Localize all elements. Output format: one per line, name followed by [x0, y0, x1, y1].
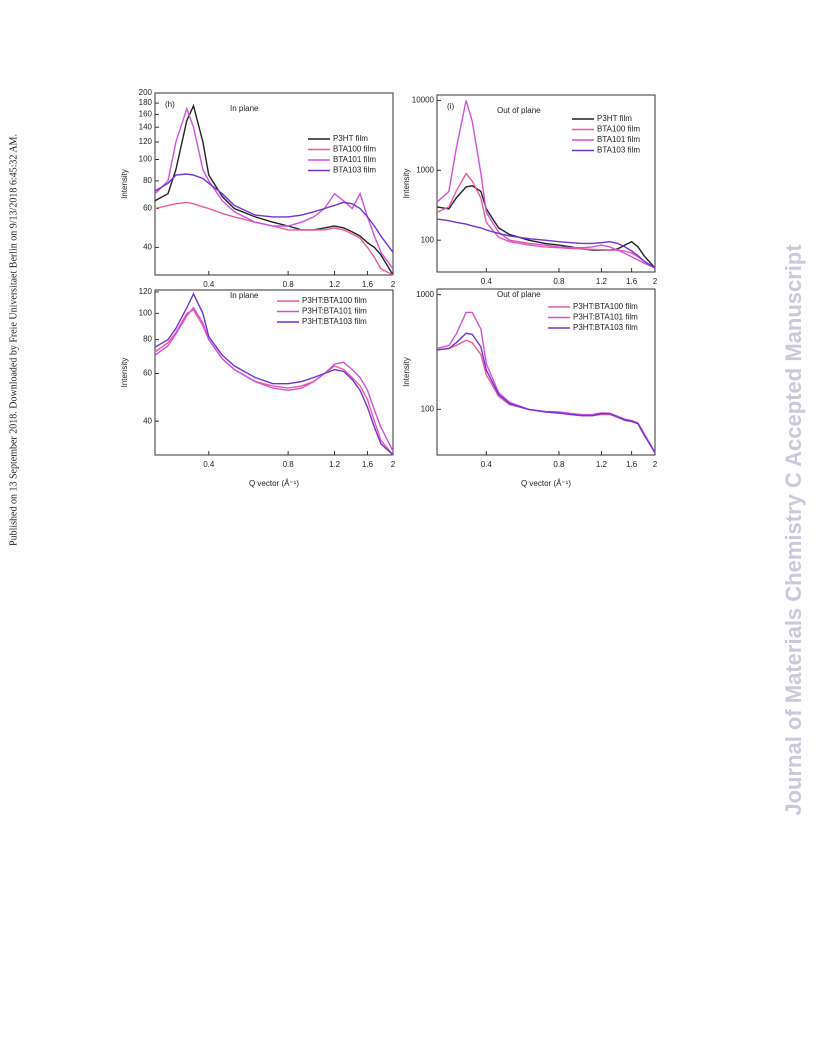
legend-label: P3HT film — [333, 134, 368, 143]
plot-frame — [154, 92, 394, 276]
x-tick-label: 1.2 — [596, 277, 608, 286]
y-tick-label: 40 — [143, 243, 152, 252]
legend-label: BTA103 film — [597, 146, 640, 155]
y-tick-label: 1000 — [416, 290, 434, 299]
y-tick-label: 100 — [139, 308, 153, 317]
x-tick-label: 1.6 — [626, 460, 638, 469]
annotation: In plane — [230, 291, 259, 300]
side-note: Published on 13 September 2018. Download… — [8, 134, 19, 546]
x-tick-label: 0.4 — [203, 280, 215, 289]
x-tick-label: 1.6 — [362, 280, 374, 289]
series-line — [436, 185, 656, 269]
x-tick-label: 1.2 — [596, 460, 608, 469]
legend-label: P3HT:BTA101 film — [302, 307, 367, 316]
legend-label: BTA101 film — [333, 155, 376, 164]
y-tick-label: 80 — [143, 335, 152, 344]
legend-label: BTA101 film — [597, 135, 640, 144]
x-tick-label: 2 — [391, 460, 396, 469]
y-tick-label: 100 — [421, 235, 435, 244]
y-tick-label: 100 — [139, 155, 153, 164]
x-tick-label: 0.8 — [553, 460, 565, 469]
y-tick-label: 140 — [139, 122, 153, 131]
y-axis-title: Intensity — [402, 357, 411, 387]
y-tick-label: 60 — [143, 369, 152, 378]
x-tick-label: 1.6 — [626, 277, 638, 286]
x-tick-label: 2 — [391, 280, 396, 289]
y-tick-label: 100 — [421, 404, 435, 413]
series-line — [154, 103, 394, 276]
series-line — [154, 292, 394, 456]
series-line — [154, 173, 394, 253]
y-tick-label: 160 — [139, 110, 153, 119]
legend-label: P3HT:BTA103 film — [302, 317, 367, 326]
y-tick-label: 60 — [143, 204, 152, 213]
x-tick-label: 0.8 — [283, 460, 295, 469]
x-tick-label: 1.2 — [329, 280, 341, 289]
series-line — [436, 100, 656, 269]
y-tick-label: 80 — [143, 176, 152, 185]
annotation: In plane — [230, 104, 259, 113]
y-tick-label: 1000 — [416, 165, 434, 174]
legend-label: P3HT:BTA101 film — [573, 313, 638, 322]
series-line — [436, 172, 656, 269]
y-tick-label: 40 — [143, 416, 152, 425]
x-tick-label: 0.4 — [481, 460, 493, 469]
panel-label: (h) — [165, 100, 175, 109]
series-line — [436, 332, 656, 453]
legend-label: P3HT:BTA100 film — [302, 296, 367, 305]
series-line — [154, 106, 394, 270]
legend-label: BTA100 film — [597, 125, 640, 134]
y-axis-title: Intensity — [120, 169, 129, 199]
legend-label: BTA103 film — [333, 166, 376, 175]
plot-frame — [436, 94, 656, 273]
series-line — [154, 201, 394, 276]
y-tick-label: 200 — [139, 88, 153, 97]
annotation: Out of plane — [497, 106, 541, 115]
series-line — [154, 306, 394, 452]
legend-label: P3HT film — [597, 114, 632, 123]
y-axis-title: Intensity — [402, 169, 411, 199]
y-tick-label: 10000 — [412, 96, 435, 105]
watermark: Journal of Materials Chemistry C Accepte… — [781, 244, 806, 816]
annotation: Out of plane — [497, 290, 541, 299]
y-axis-title: Intensity — [120, 358, 129, 388]
series-line — [436, 339, 656, 453]
series-line — [436, 218, 656, 269]
series-line — [154, 308, 394, 456]
plot-frame — [154, 289, 394, 456]
y-tick-label: 120 — [139, 137, 153, 146]
legend-label: P3HT:BTA100 film — [573, 302, 638, 311]
legend-label: P3HT:BTA103 film — [573, 323, 638, 332]
x-tick-label: 0.8 — [283, 280, 295, 289]
x-tick-label: 1.2 — [329, 460, 341, 469]
legend-label: BTA100 film — [333, 145, 376, 154]
x-tick-label: 2 — [653, 277, 658, 286]
panel-label: (i) — [447, 102, 454, 111]
y-tick-label: 180 — [139, 98, 153, 107]
x-axis-title: Q vector (Å⁻¹) — [521, 479, 571, 488]
y-tick-label: 120 — [139, 287, 153, 296]
x-tick-label: 1.6 — [362, 460, 374, 469]
x-tick-label: 2 — [653, 460, 658, 469]
x-axis-title: Q vector (Å⁻¹) — [249, 479, 299, 488]
plot-frame — [436, 288, 656, 456]
x-tick-label: 0.8 — [553, 277, 565, 286]
x-tick-label: 0.4 — [481, 277, 493, 286]
x-tick-label: 0.4 — [203, 460, 215, 469]
